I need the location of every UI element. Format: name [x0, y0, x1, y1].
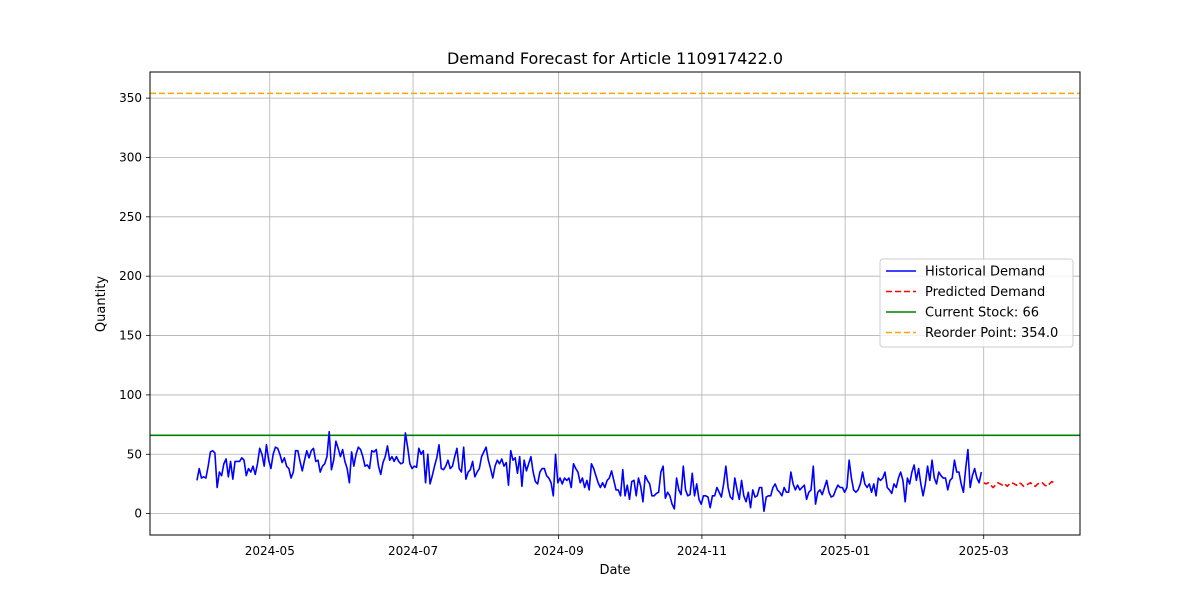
x-tick-label: 2024-07	[388, 544, 438, 558]
y-tick-label: 150	[119, 329, 142, 343]
legend-label-historical-demand: Historical Demand	[925, 265, 1045, 280]
y-tick-label: 50	[127, 447, 142, 461]
x-tick-label: 2025-01	[820, 544, 870, 558]
y-tick-label: 250	[119, 210, 142, 224]
y-axis-label: Quantity	[94, 276, 109, 332]
x-tick-label: 2024-09	[534, 544, 584, 558]
x-axis-label: Date	[599, 563, 630, 578]
series-lines	[150, 92, 1080, 513]
y-tick-label: 300	[119, 150, 142, 164]
y-axis-ticks: 0 50 100 150 200 250 300 350	[119, 91, 150, 521]
legend-frame	[879, 258, 1074, 348]
legend-label-reorder-point: Reorder Point: 354.0	[925, 326, 1058, 341]
legend: Historical Demand Predicted Demand Current…	[879, 258, 1074, 348]
legend-label-current-stock: Current Stock: 66	[925, 306, 1039, 321]
x-tick-label: 2025-03	[959, 544, 1009, 558]
x-tick-label: 2024-05	[245, 544, 295, 558]
plot-frame	[149, 71, 1081, 536]
chart-title: Demand Forecast for Article 110917422.0	[447, 49, 783, 68]
predicted-demand-line	[983, 480, 1055, 489]
y-tick-label: 200	[119, 269, 142, 283]
historical-demand-line	[196, 430, 983, 513]
y-tick-label: 0	[134, 507, 142, 521]
legend-label-predicted-demand: Predicted Demand	[925, 285, 1045, 300]
y-tick-label: 350	[119, 91, 142, 105]
x-tick-label: 2024-11	[677, 544, 727, 558]
y-tick-label: 100	[119, 388, 142, 402]
x-axis-ticks: 2024-05 2024-07 2024-09 2024-11 2025-01 2025-…	[245, 535, 1009, 558]
